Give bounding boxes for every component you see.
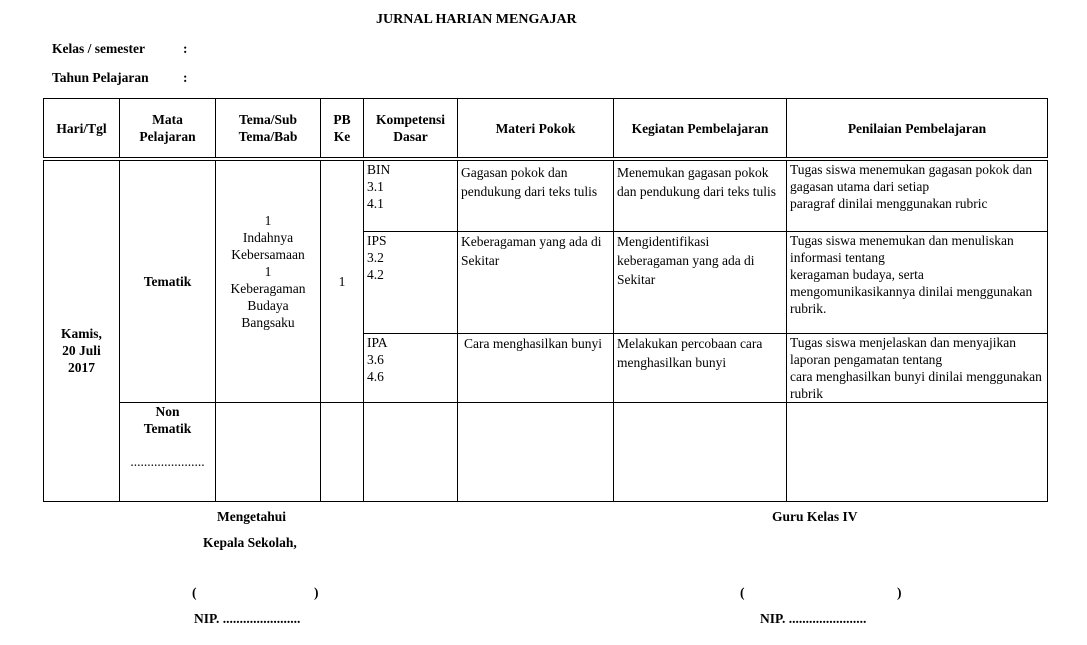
materi-cell: Keberagaman yang ada di Sekitar	[457, 230, 614, 334]
kegiatan-cell: Mengidentifikasi keberagaman yang ada di…	[613, 230, 787, 334]
empty-cell	[786, 401, 1048, 502]
header-materi: Materi Pokok	[457, 98, 614, 161]
penilaian-cell: Tugas siswa menemukan gagasan pokok dan …	[786, 158, 1048, 232]
materi-cell: Cara menghasilkan bunyi	[457, 332, 614, 403]
day-cell: Kamis, 20 Juli 2017	[43, 158, 120, 502]
empty-cell	[215, 401, 321, 502]
header-hari: Hari/Tgl	[43, 98, 120, 161]
table-row-non-tematik: Non Tematik......................	[44, 401, 1048, 502]
tahun-colon: :	[183, 70, 188, 85]
empty-cell	[320, 401, 364, 502]
kegiatan-cell: Menemukan gagasan pokok dan pendukung da…	[613, 158, 787, 232]
kelas-label: Kelas / semester	[52, 41, 145, 56]
header-mapel: Mata Pelajaran	[119, 98, 216, 161]
header-kegiatan: Kegiatan Pembelajaran	[613, 98, 787, 161]
tahun-label: Tahun Pelajaran	[52, 70, 149, 85]
kepala-sekolah-label: Kepala Sekolah,	[203, 535, 297, 550]
header-tema: Tema/Sub Tema/Bab	[215, 98, 321, 161]
paren-open-right: (	[740, 585, 745, 600]
table-row: IPS 3.2 4.2 Keberagaman yang ada di Sekita…	[44, 230, 1048, 334]
empty-cell	[363, 401, 458, 502]
kd-cell: BIN 3.1 4.1	[363, 158, 458, 232]
paren-close-left: )	[314, 585, 319, 600]
header-pb: PB Ke	[320, 98, 364, 161]
page-title: JURNAL HARIAN MENGAJAR	[376, 12, 577, 27]
header-kd: Kompetensi Dasar	[363, 98, 458, 161]
empty-cell	[457, 401, 614, 502]
penilaian-cell: Tugas siswa menjelaskan dan menyajikan l…	[786, 332, 1048, 403]
table-row: Kamis, 20 Juli 2017 Tematik 1 Indahnya Keber…	[43, 158, 1048, 502]
kd-cell: IPA 3.6 4.6	[363, 332, 458, 403]
empty-cell	[613, 401, 787, 502]
journal-table: Hari/Tgl Mata Pelajaran Tema/Sub Tema/Ba…	[43, 98, 1048, 502]
nip-right: NIP. .......................	[760, 611, 867, 626]
header-penilaian: Penilaian Pembelajaran	[786, 98, 1048, 161]
mapel-non-tematik: Non Tematik......................	[119, 401, 216, 502]
header-row: Hari/Tgl Mata Pelajaran Tema/Sub Tema/Ba…	[43, 98, 1048, 161]
materi-cell: Gagasan pokok dan pendukung dari teks tu…	[457, 158, 614, 232]
pb-cell: 1	[320, 158, 364, 403]
penilaian-cell: Tugas siswa menemukan dan menuliskan inf…	[786, 230, 1048, 334]
mengetahui-label: Mengetahui	[217, 509, 286, 524]
tema-cell: 1 Indahnya Kebersamaan 1 Keberagaman Budaya Ba…	[215, 158, 321, 403]
kelas-colon: :	[183, 41, 188, 56]
table-row: IPA 3.6 4.6 Cara menghasilkan bunyi Melaku…	[44, 332, 1048, 403]
mapel-tematik: Tematik	[119, 158, 216, 403]
paren-open-left: (	[192, 585, 197, 600]
kd-cell: IPS 3.2 4.2	[363, 230, 458, 334]
nip-left: NIP. .......................	[194, 611, 301, 626]
paren-close-right: )	[897, 585, 902, 600]
guru-kelas-label: Guru Kelas IV	[772, 509, 858, 524]
kegiatan-cell: Melakukan percobaan cara menghasilkan bu…	[613, 332, 787, 403]
